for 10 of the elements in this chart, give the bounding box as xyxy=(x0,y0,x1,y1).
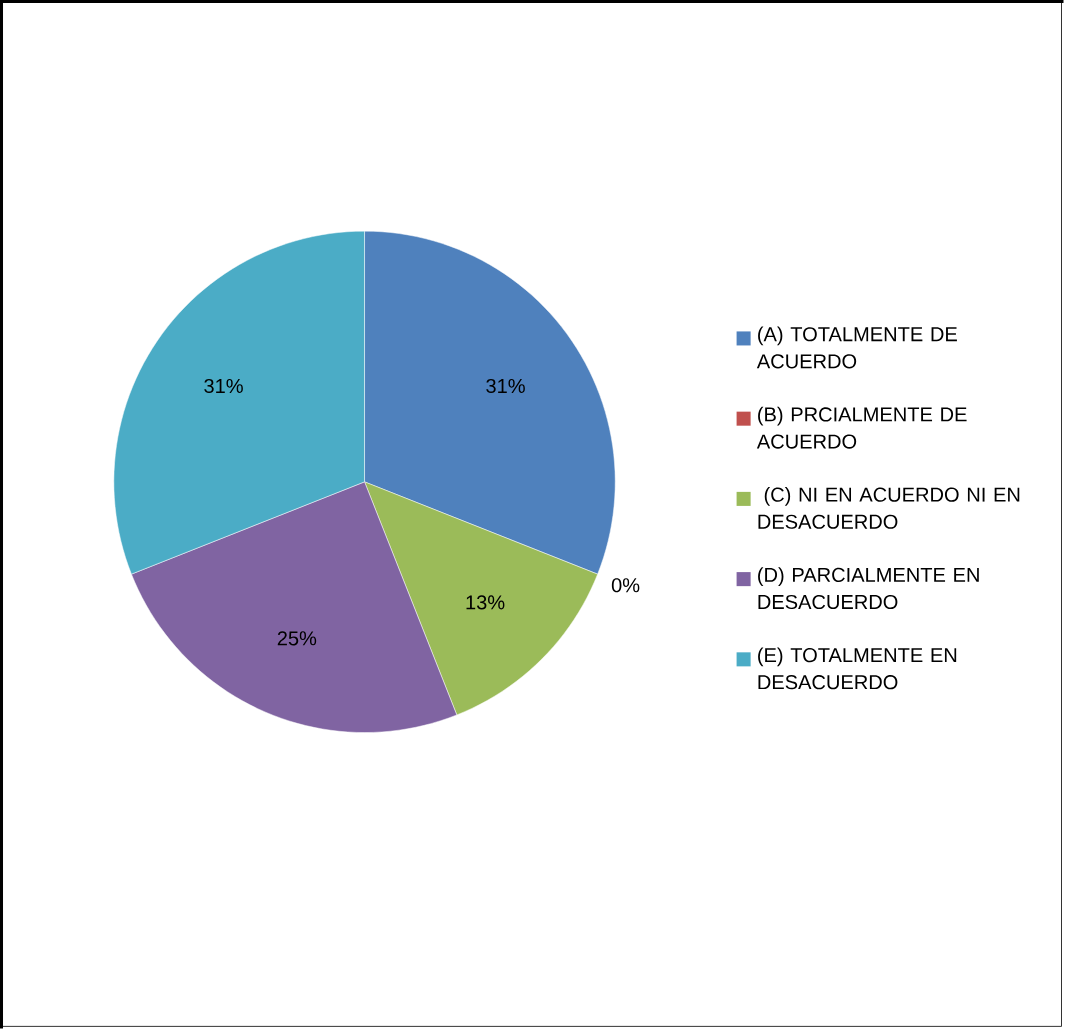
legend-label: (A) TOTALMENTE DE ACUERDO xyxy=(756,326,957,369)
data-label: 31% xyxy=(486,378,525,394)
text: 0% xyxy=(611,578,640,593)
data-label: 25% xyxy=(277,631,317,646)
legend-label: (B) PRCIALMENTE DE ACUERDO xyxy=(756,406,967,449)
legend-label: (D) PARCIALMENTE EN DESACUERDO xyxy=(758,567,979,610)
legend-label: (C) NI EN ACUERDO NI EN DESACUERDO xyxy=(758,487,1020,529)
data-label: 31% xyxy=(204,378,243,394)
legend-label: (E) TOTALMENTE EN DESACUERDO xyxy=(758,647,957,690)
data-label: 13% xyxy=(466,595,505,610)
